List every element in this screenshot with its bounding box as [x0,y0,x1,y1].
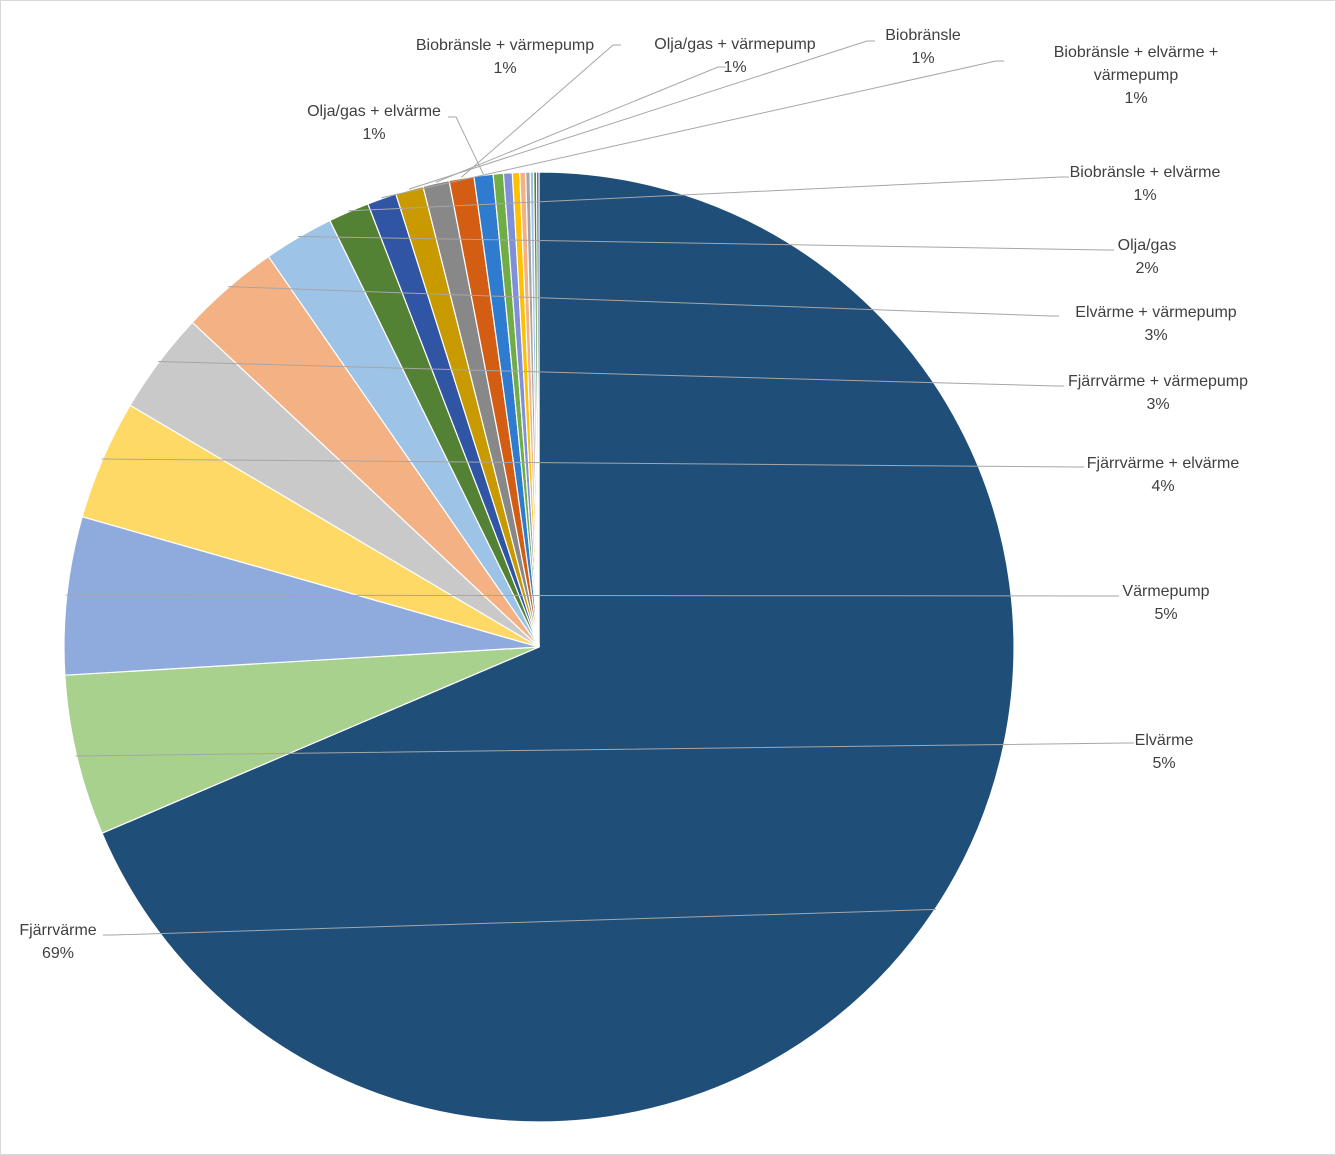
pie-slice-20 [536,171,540,648]
slice-percent-7: 1% [1133,187,1156,204]
slice-label-7: Biobränsle + elvärme [1070,164,1221,181]
slice-label-6: Olja/gas [1118,237,1177,254]
slice-label-3: Fjärrvärme + elvärme [1087,455,1240,472]
slice-percent-1: 5% [1152,755,1175,772]
leader-line-5 [227,286,1059,317]
slice-percent-6: 2% [1135,260,1158,277]
slice-label-8-line-1: värmepump [1094,67,1179,84]
slice-label-0: Fjärrvärme [19,922,96,939]
leader-line-0 [103,908,937,936]
leader-line-7 [348,176,1069,212]
slice-label-4: Fjärrvärme + värmepump [1068,373,1248,390]
leader-line-2 [65,594,1119,597]
leader-line-1 [75,742,1134,757]
slice-label-8-line-0: Biobränsle + elvärme + [1054,44,1219,61]
leader-line-12 [448,116,484,175]
slice-percent-11: 1% [493,60,516,77]
slice-percent-5: 3% [1144,327,1167,344]
slice-percent-0: 69% [42,945,74,962]
slice-label-1: Elvärme [1135,732,1194,749]
slices-group [63,171,1015,1123]
slice-percent-10: 1% [723,59,746,76]
leader-line-8 [381,60,1004,199]
leader-line-4 [158,361,1064,387]
slice-percent-9: 1% [911,50,934,67]
slice-label-12: Olja/gas + elvärme [307,103,441,120]
leader-line-3 [101,458,1084,468]
leader-line-11 [460,44,621,178]
slice-percent-12: 1% [362,126,385,143]
leader-lines-group [65,40,1134,936]
slice-label-9: Biobränsle [885,27,961,44]
slice-label-10: Olja/gas + värmepump [654,36,816,53]
leader-line-10 [435,66,726,183]
pie-slice-0 [101,171,1015,1123]
slice-label-2: Värmepump [1122,583,1209,600]
leader-line-9 [408,40,875,190]
slice-percent-8: 1% [1124,90,1147,107]
leader-line-6 [297,236,1114,251]
slice-percent-4: 3% [1146,396,1169,413]
slice-label-5: Elvärme + värmepump [1075,304,1236,321]
labels-group: Fjärrvärme 69% Elvärme 5% Värmepump 5% Fjärrvä… [19,27,1248,962]
slice-percent-3: 4% [1151,478,1174,495]
slice-percent-2: 5% [1154,606,1177,623]
slice-label-11: Biobränsle + värmepump [416,37,594,54]
